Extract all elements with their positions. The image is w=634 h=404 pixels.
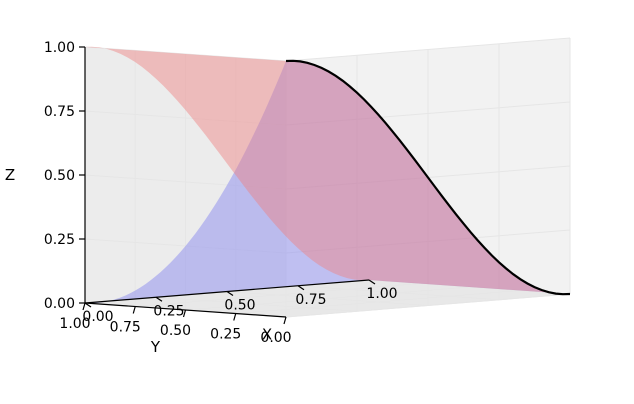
x-tick-label-2: 0.50 bbox=[224, 298, 255, 314]
surface-blue bbox=[85, 60, 570, 304]
y-tick-label-1: 0.25 bbox=[210, 327, 241, 343]
y-tick-3 bbox=[132, 306, 136, 314]
y-tick-2 bbox=[182, 309, 187, 318]
y-tick-1 bbox=[233, 313, 237, 321]
grid-z-back-3 bbox=[285, 101, 571, 126]
y-tick-label-3: 0.75 bbox=[110, 320, 141, 336]
y-tick-label-0: 0.00 bbox=[260, 330, 291, 346]
y-axis-label: Y bbox=[150, 338, 161, 356]
y-tick-label-2: 0.50 bbox=[160, 323, 191, 339]
x-tick-label-1: 0.25 bbox=[153, 303, 184, 319]
grid-z-side-2 bbox=[84, 174, 287, 190]
grid-x-floor-3 bbox=[297, 285, 500, 301]
z-tick-label-3: 0.75 bbox=[44, 104, 75, 120]
x-tick-label-0: 0.00 bbox=[82, 309, 113, 325]
grid-y-floor-3 bbox=[135, 283, 420, 307]
curve-black bbox=[285, 59, 571, 296]
x-tick-0 bbox=[84, 302, 92, 308]
x-tick-1 bbox=[155, 296, 163, 302]
surface-red bbox=[85, 46, 570, 295]
z-tick-label-2: 0.50 bbox=[44, 168, 75, 184]
x-tick-label-4: 1.00 bbox=[366, 286, 397, 302]
z-tick-label-4: 1.00 bbox=[44, 40, 75, 56]
x-tick-2 bbox=[226, 291, 234, 296]
y-tick-4 bbox=[82, 302, 86, 311]
grid-z-side-4 bbox=[84, 46, 287, 62]
grid-x-floor-4 bbox=[368, 279, 571, 295]
grid-z-side-3 bbox=[84, 110, 287, 126]
x-tick-3 bbox=[297, 285, 305, 291]
z-axis-label: Z bbox=[5, 166, 15, 184]
y-tick-0 bbox=[283, 316, 287, 325]
x-tick-4 bbox=[368, 279, 376, 285]
x-tick-label-3: 0.75 bbox=[295, 292, 326, 308]
grid-z-back-4 bbox=[285, 37, 571, 62]
x-axis-label: X bbox=[262, 326, 272, 344]
z-tick-label-1: 0.25 bbox=[44, 232, 75, 248]
grid-y-floor-2 bbox=[185, 286, 470, 311]
y-tick-label-4: 1.00 bbox=[59, 316, 90, 332]
z-tick-label-0: 0.00 bbox=[44, 296, 75, 312]
